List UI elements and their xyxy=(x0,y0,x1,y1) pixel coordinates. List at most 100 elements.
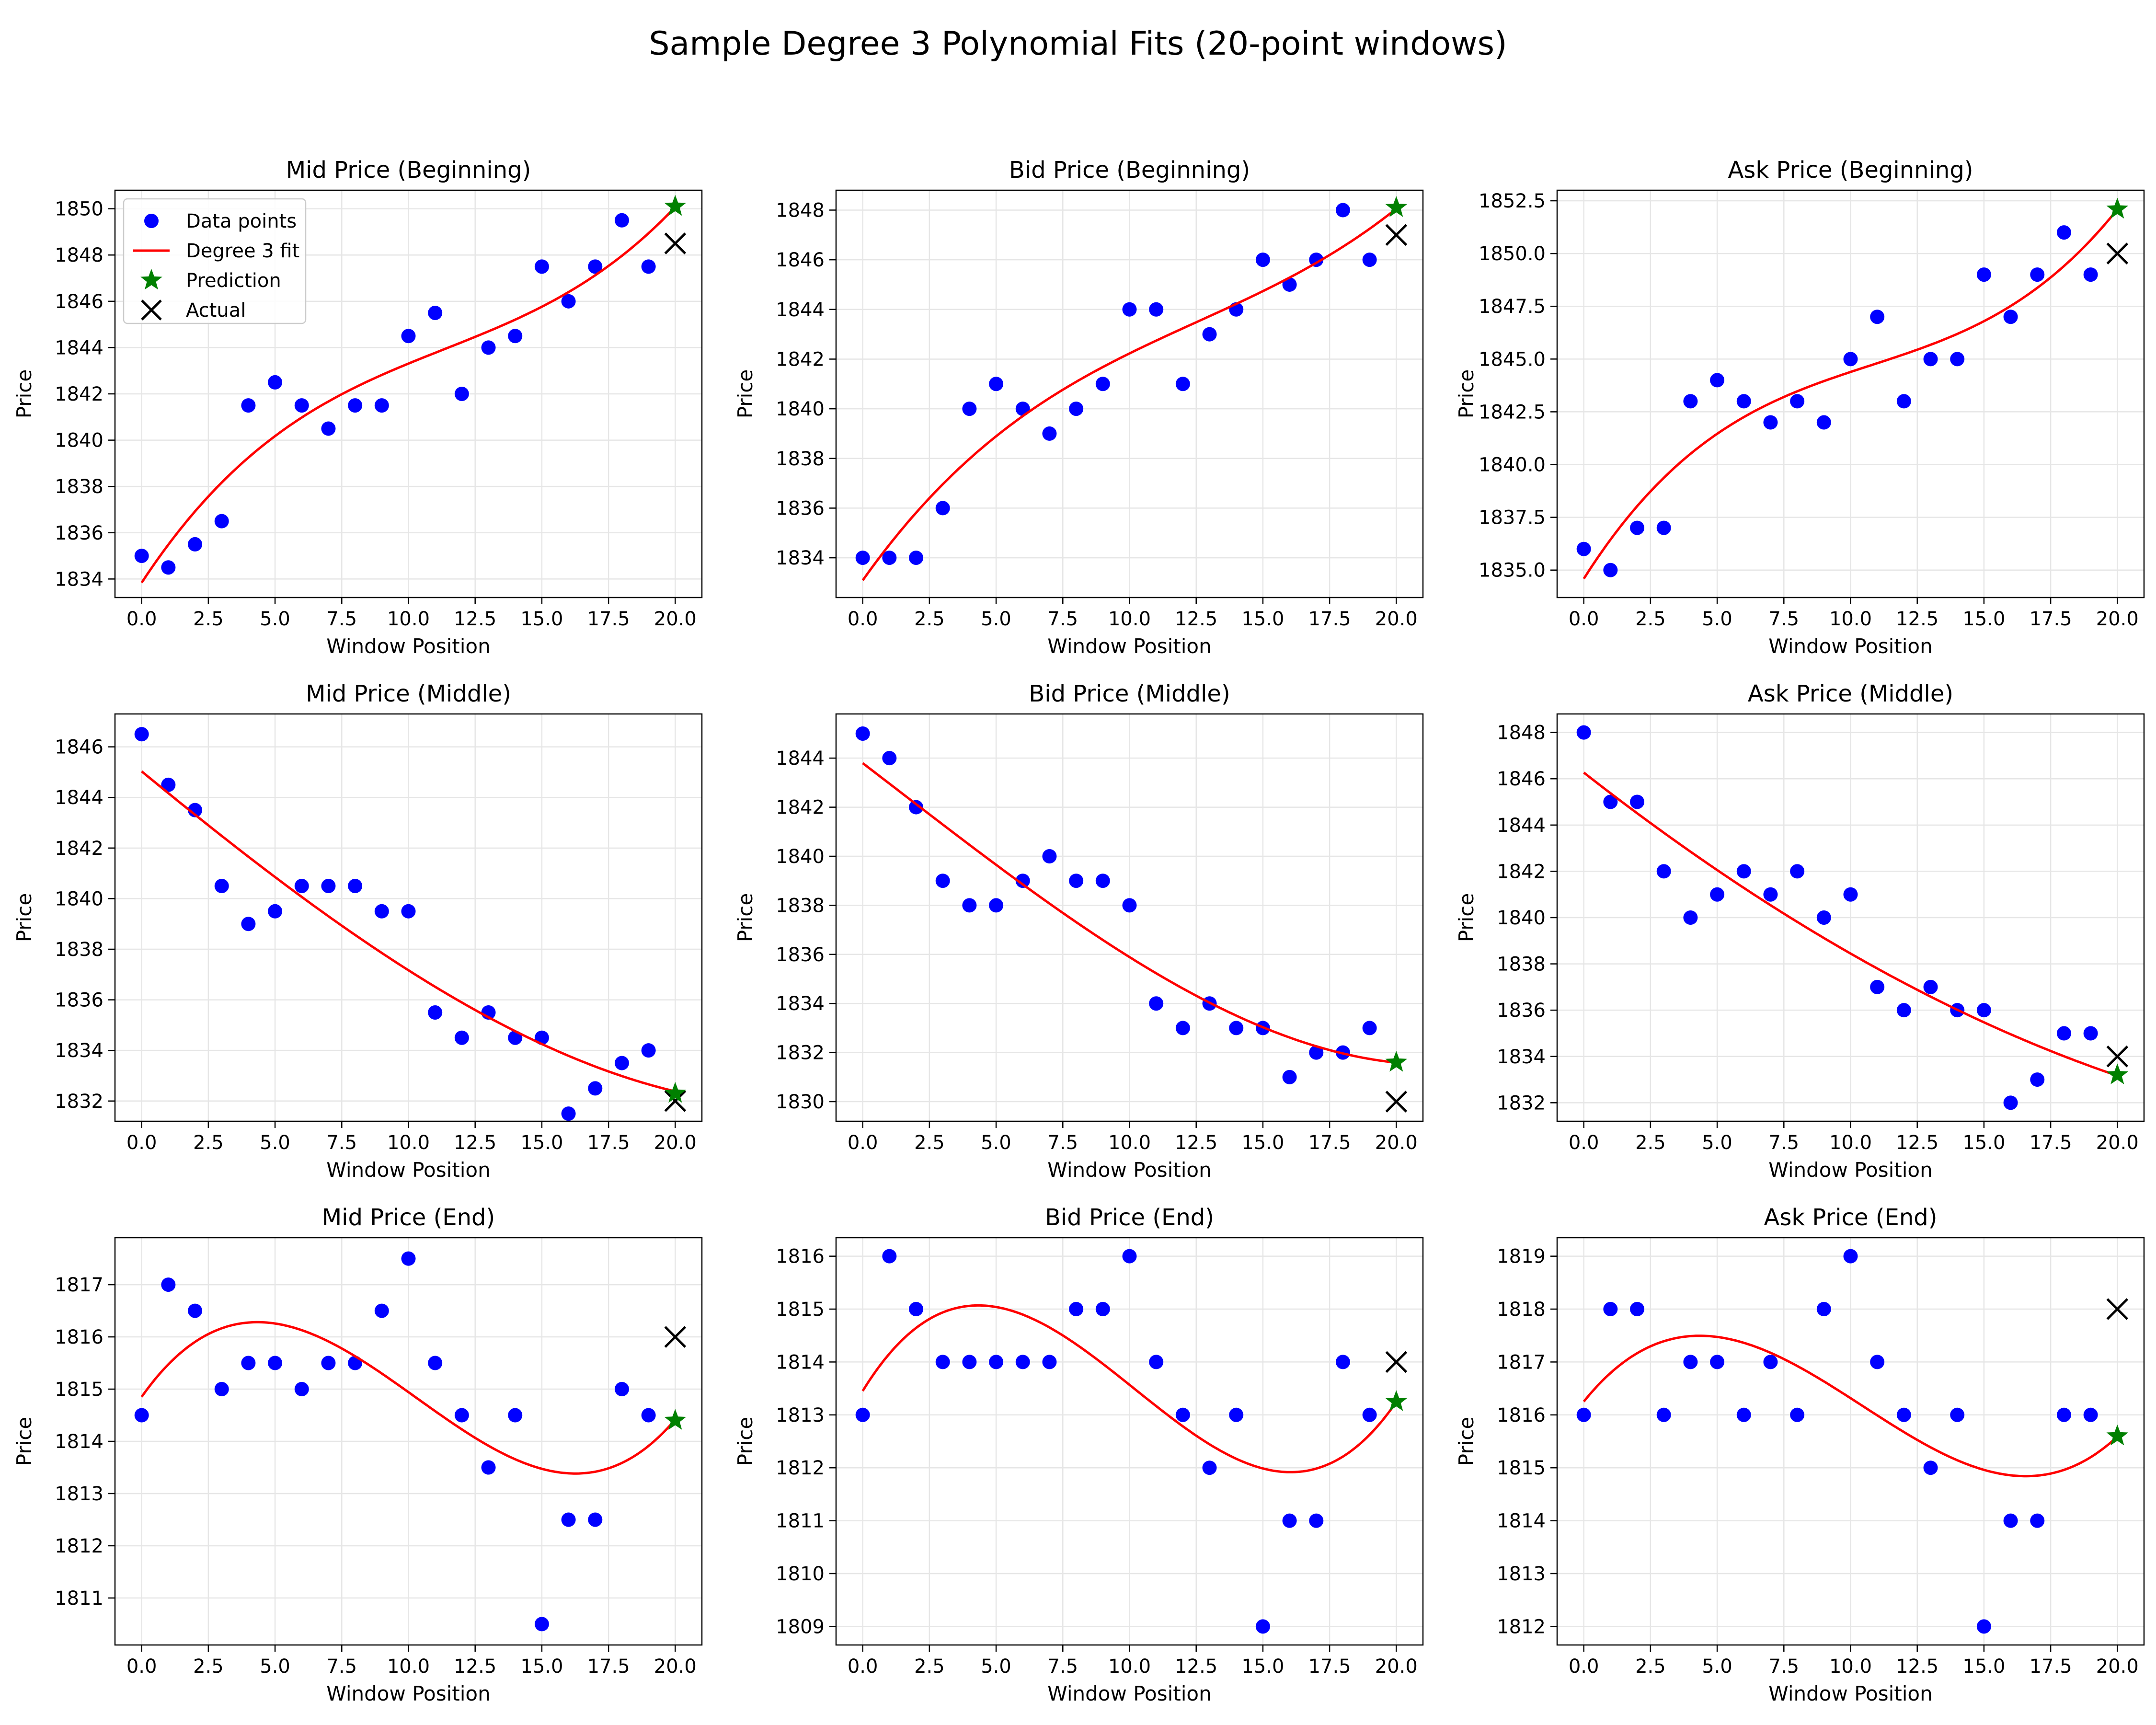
data-point xyxy=(321,879,336,894)
subplot-2: 0.0 2.5 5.0 7.5 10.0 12.5 15.0 17.5 20.0 1834 1836… xyxy=(734,157,1424,658)
x-tick-label: 17.5 xyxy=(1308,1132,1351,1154)
data-point xyxy=(1603,563,1618,577)
y-tick-label: 1838 xyxy=(776,895,825,917)
data-point xyxy=(454,387,469,401)
data-point xyxy=(2083,1407,2098,1422)
data-point xyxy=(454,1408,469,1423)
x-tick-label: 12.5 xyxy=(1175,1132,1217,1154)
y-tick-label: 1813 xyxy=(1497,1563,1546,1585)
data-point xyxy=(321,1356,336,1370)
data-point xyxy=(1229,1407,1244,1422)
y-tick-label: 1812 xyxy=(55,1535,103,1557)
x-tick-label: 12.5 xyxy=(454,1656,496,1678)
axes-frame xyxy=(1556,713,2145,1122)
x-tick-label: 2.5 xyxy=(1635,1132,1666,1154)
data-point xyxy=(241,917,256,932)
data-point xyxy=(401,329,416,344)
x-tick-label: 10.0 xyxy=(387,608,430,630)
x-axis-label: Window Position xyxy=(1768,634,1932,658)
y-tick-label: 1816 xyxy=(1497,1404,1546,1426)
data-point xyxy=(1149,1355,1164,1369)
prediction-marker xyxy=(664,1409,687,1430)
subplot-8: 0.0 2.5 5.0 7.5 10.0 12.5 15.0 17.5 20.0 1809 1810… xyxy=(734,1204,1424,1705)
y-tick-label: 1846 xyxy=(55,736,103,759)
data-point xyxy=(614,1056,629,1070)
x-tick-label: 0.0 xyxy=(848,1132,878,1154)
data-point xyxy=(1309,1513,1324,1528)
x-tick-label: 10.0 xyxy=(387,1656,430,1678)
axes-frame xyxy=(114,1237,703,1646)
subplot-title: Bid Price (End) xyxy=(1045,1204,1214,1231)
y-tick-label: 1818 xyxy=(1497,1299,1546,1321)
y-axis-label: Price xyxy=(12,1417,36,1466)
x-tick-label: 2.5 xyxy=(193,1656,224,1678)
data-point xyxy=(268,375,283,390)
subplot-title: Ask Price (Middle) xyxy=(1748,680,1953,707)
data-point xyxy=(882,751,897,766)
prediction-marker xyxy=(2106,1063,2129,1084)
y-tick-label: 1835.0 xyxy=(1479,560,1546,582)
x-tick-label: 15.0 xyxy=(520,1132,563,1154)
data-point xyxy=(1950,1407,1965,1422)
data-point xyxy=(909,800,924,815)
y-tick-label: 1840.0 xyxy=(1479,454,1546,476)
data-point xyxy=(1950,352,1965,367)
prediction-marker xyxy=(664,1081,687,1103)
plot-area xyxy=(855,1249,1408,1634)
x-tick-label: 0.0 xyxy=(126,608,157,630)
x-tick-label: 10.0 xyxy=(1108,1132,1151,1154)
x-tick-label: 5.0 xyxy=(260,608,290,630)
plot-area xyxy=(1576,1249,2129,1634)
actual-marker xyxy=(2106,1298,2129,1320)
data-point xyxy=(1683,1355,1698,1369)
y-axis-label: Price xyxy=(734,369,757,418)
data-point xyxy=(1843,1249,1858,1264)
x-tick-label: 2.5 xyxy=(1635,1656,1666,1678)
data-point xyxy=(534,1617,549,1632)
data-point xyxy=(1175,377,1190,391)
x-tick-label: 2.5 xyxy=(914,1132,945,1154)
y-tick-label: 1838 xyxy=(55,939,103,961)
subplot-4: 0.0 2.5 5.0 7.5 10.0 12.5 15.0 17.5 20.0 1832 1834… xyxy=(12,680,703,1182)
x-tick-label: 7.5 xyxy=(1768,1132,1799,1154)
y-axis-label: Price xyxy=(12,893,36,942)
subplot-3: 0.0 2.5 5.0 7.5 10.0 12.5 15.0 17.5 20.0 1835.0 18… xyxy=(1455,157,2145,658)
data-point xyxy=(214,514,229,529)
y-tick-label: 1836 xyxy=(1497,1000,1546,1022)
x-tick-label: 5.0 xyxy=(1702,608,1732,630)
prediction-marker xyxy=(2106,197,2129,219)
data-point xyxy=(2003,1095,2018,1110)
x-tick-label: 12.5 xyxy=(454,608,496,630)
subplot-title: Ask Price (Beginning) xyxy=(1728,157,1973,184)
y-tick-label: 1814 xyxy=(776,1351,825,1373)
y-tick-label: 1836 xyxy=(55,522,103,544)
actual-marker xyxy=(664,1090,687,1112)
subplot-title: Mid Price (End) xyxy=(322,1204,495,1231)
data-point xyxy=(401,1251,416,1266)
x-tick-label: 20.0 xyxy=(2096,608,2139,630)
y-tick-label: 1814 xyxy=(1497,1510,1546,1532)
legend-label: Data points xyxy=(186,210,297,232)
axes-frame xyxy=(835,713,1424,1122)
actual-marker xyxy=(2106,242,2129,264)
y-tick-label: 1819 xyxy=(1497,1246,1546,1268)
data-point xyxy=(614,213,629,228)
y-tick-label: 1815 xyxy=(1497,1457,1546,1479)
y-axis-label: Price xyxy=(734,893,757,942)
subplot-title: Mid Price (Beginning) xyxy=(286,157,531,184)
x-axis-label: Window Position xyxy=(1047,634,1211,658)
subplot-title: Ask Price (End) xyxy=(1764,1204,1938,1231)
data-point xyxy=(989,898,1004,913)
data-point xyxy=(1042,849,1057,863)
y-tick-label: 1848 xyxy=(1497,722,1546,744)
x-tick-label: 2.5 xyxy=(1635,608,1666,630)
prediction-marker xyxy=(1385,196,1408,217)
x-tick-label: 2.5 xyxy=(914,608,945,630)
data-point xyxy=(1095,1302,1110,1317)
x-tick-label: 5.0 xyxy=(981,1656,1011,1678)
data-point xyxy=(481,340,496,355)
x-tick-label: 12.5 xyxy=(1175,1656,1217,1678)
y-tick-label: 1811 xyxy=(55,1587,103,1610)
x-axis-label: Window Position xyxy=(1768,1682,1932,1705)
